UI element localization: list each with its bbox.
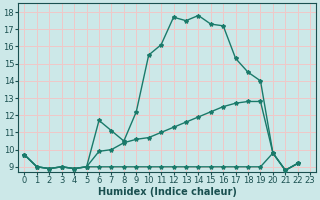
X-axis label: Humidex (Indice chaleur): Humidex (Indice chaleur): [98, 187, 237, 197]
